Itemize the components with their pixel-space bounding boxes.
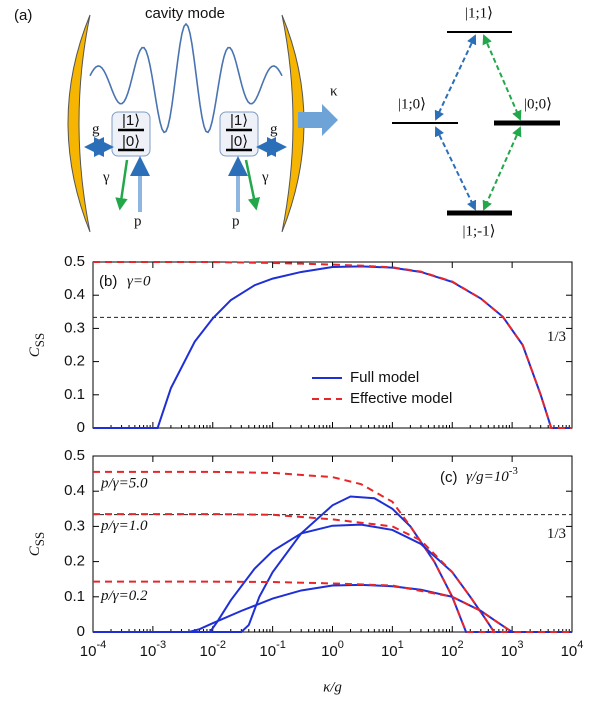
y-tick-label: 0.2 (64, 553, 85, 570)
y-tick-label: 0.4 (64, 286, 85, 303)
data-line (93, 261, 572, 429)
x-tick-label: 104 (561, 639, 584, 660)
data-line (93, 265, 572, 429)
x-tick-base: 10 (80, 643, 97, 660)
mirror (67, 14, 91, 233)
curve-label: p/γ=5.0 (100, 476, 148, 492)
level-label: |1⟩ (122, 112, 140, 129)
y-axis-label: CSS (27, 333, 47, 357)
level-label: |0⟩ (230, 133, 248, 150)
gamma-label: γ (261, 169, 269, 185)
x-tick-power: -1 (276, 639, 286, 651)
y-tick-label: 0.2 (64, 353, 85, 370)
y-tick-label: 0.1 (64, 386, 85, 403)
x-tick-base: 10 (321, 643, 338, 660)
y-tick-label: 0.3 (64, 319, 85, 336)
decay-arrow (115, 159, 129, 211)
level-label: |1⟩ (230, 112, 248, 129)
legend-label: Effective model (350, 390, 452, 407)
p-label: p (232, 213, 240, 229)
x-tick-power: -3 (156, 639, 166, 651)
data-line (93, 513, 572, 633)
y-label-main: C (27, 545, 43, 556)
y-tick-label: 0 (77, 623, 85, 640)
y-label-sub: SS (32, 333, 47, 347)
kappa-arrow (298, 104, 338, 136)
cavity-wave (89, 22, 283, 134)
x-tick-power: 4 (577, 639, 583, 651)
reference-label: 1/3 (547, 329, 566, 345)
data-line (93, 583, 572, 633)
level-label: |1;-1⟩ (462, 223, 495, 239)
panel-label: (a) (14, 7, 32, 24)
transition (434, 34, 477, 121)
x-tick-label: 103 (501, 639, 524, 660)
annotation-power: -3 (509, 465, 519, 477)
data-line (93, 580, 572, 633)
data-line (93, 523, 572, 633)
x-tick-base: 10 (381, 643, 398, 660)
transition (434, 126, 477, 211)
g-label: g (270, 121, 278, 137)
x-tick-label: 102 (441, 639, 464, 660)
x-tick-label: 100 (321, 639, 344, 660)
g-label: g (92, 121, 100, 137)
panel-label: (b) (99, 273, 117, 290)
x-tick-label: 10-2 (200, 639, 226, 660)
y-tick-label: 0.5 (64, 253, 85, 270)
data-line (93, 495, 572, 633)
x-tick-base: 10 (140, 643, 157, 660)
x-tick-label: 10-4 (80, 639, 106, 660)
level-label: |1;1⟩ (465, 5, 493, 21)
y-tick-label: 0.5 (64, 447, 85, 464)
y-tick-label: 0.3 (64, 517, 85, 534)
x-tick-base: 10 (501, 643, 518, 660)
y-tick-label: 0.4 (64, 482, 85, 499)
x-tick-power: 0 (338, 639, 344, 651)
schematic: (a) cavity mode κ |1⟩ |0⟩ |1⟩ |0⟩ g g γ … (14, 5, 560, 239)
annotation: γ=0 (127, 273, 151, 289)
y-tick-label: 0 (77, 419, 85, 436)
p-label: p (134, 213, 142, 229)
curve-label: p/γ=1.0 (100, 518, 148, 534)
level-label: |0;0⟩ (524, 96, 552, 112)
cavity-label: cavity mode (145, 5, 225, 22)
x-tick-base: 10 (441, 643, 458, 660)
x-tick-power: 3 (517, 639, 523, 651)
level-label: |1;0⟩ (398, 96, 426, 112)
curve-label: p/γ=0.2 (100, 588, 148, 604)
x-axis-label: κ/g (323, 679, 342, 695)
reference-label: 1/3 (547, 526, 566, 542)
y-label-sub: SS (32, 532, 47, 546)
x-tick-label: 101 (381, 639, 404, 660)
data-line (93, 470, 572, 633)
kappa-label: κ (330, 83, 338, 99)
x-tick-label: 10-1 (259, 639, 285, 660)
x-tick-base: 10 (561, 643, 578, 660)
level-label: |0⟩ (122, 133, 140, 150)
transition (482, 126, 522, 211)
x-tick-power: -4 (96, 639, 106, 651)
y-tick-label: 0.1 (64, 588, 85, 605)
legend-label: Full model (350, 369, 419, 386)
transition (482, 34, 522, 121)
x-tick-power: 1 (398, 639, 404, 651)
x-tick-power: 2 (458, 639, 464, 651)
x-tick-label: 10-3 (140, 639, 166, 660)
panel-label: (c) (440, 469, 458, 486)
gamma-label: γ (102, 169, 110, 185)
annotation-main: γ/g=10 (466, 469, 509, 485)
x-tick-base: 10 (200, 643, 217, 660)
plot-frame (92, 261, 573, 429)
y-label-main: C (27, 346, 43, 357)
y-axis-label: CSS (27, 532, 47, 556)
x-tick-base: 10 (259, 643, 276, 660)
decay-arrow (244, 159, 261, 211)
annotation: γ/g=10-3 (466, 465, 518, 486)
x-tick-power: -2 (216, 639, 226, 651)
mirror (281, 14, 305, 233)
